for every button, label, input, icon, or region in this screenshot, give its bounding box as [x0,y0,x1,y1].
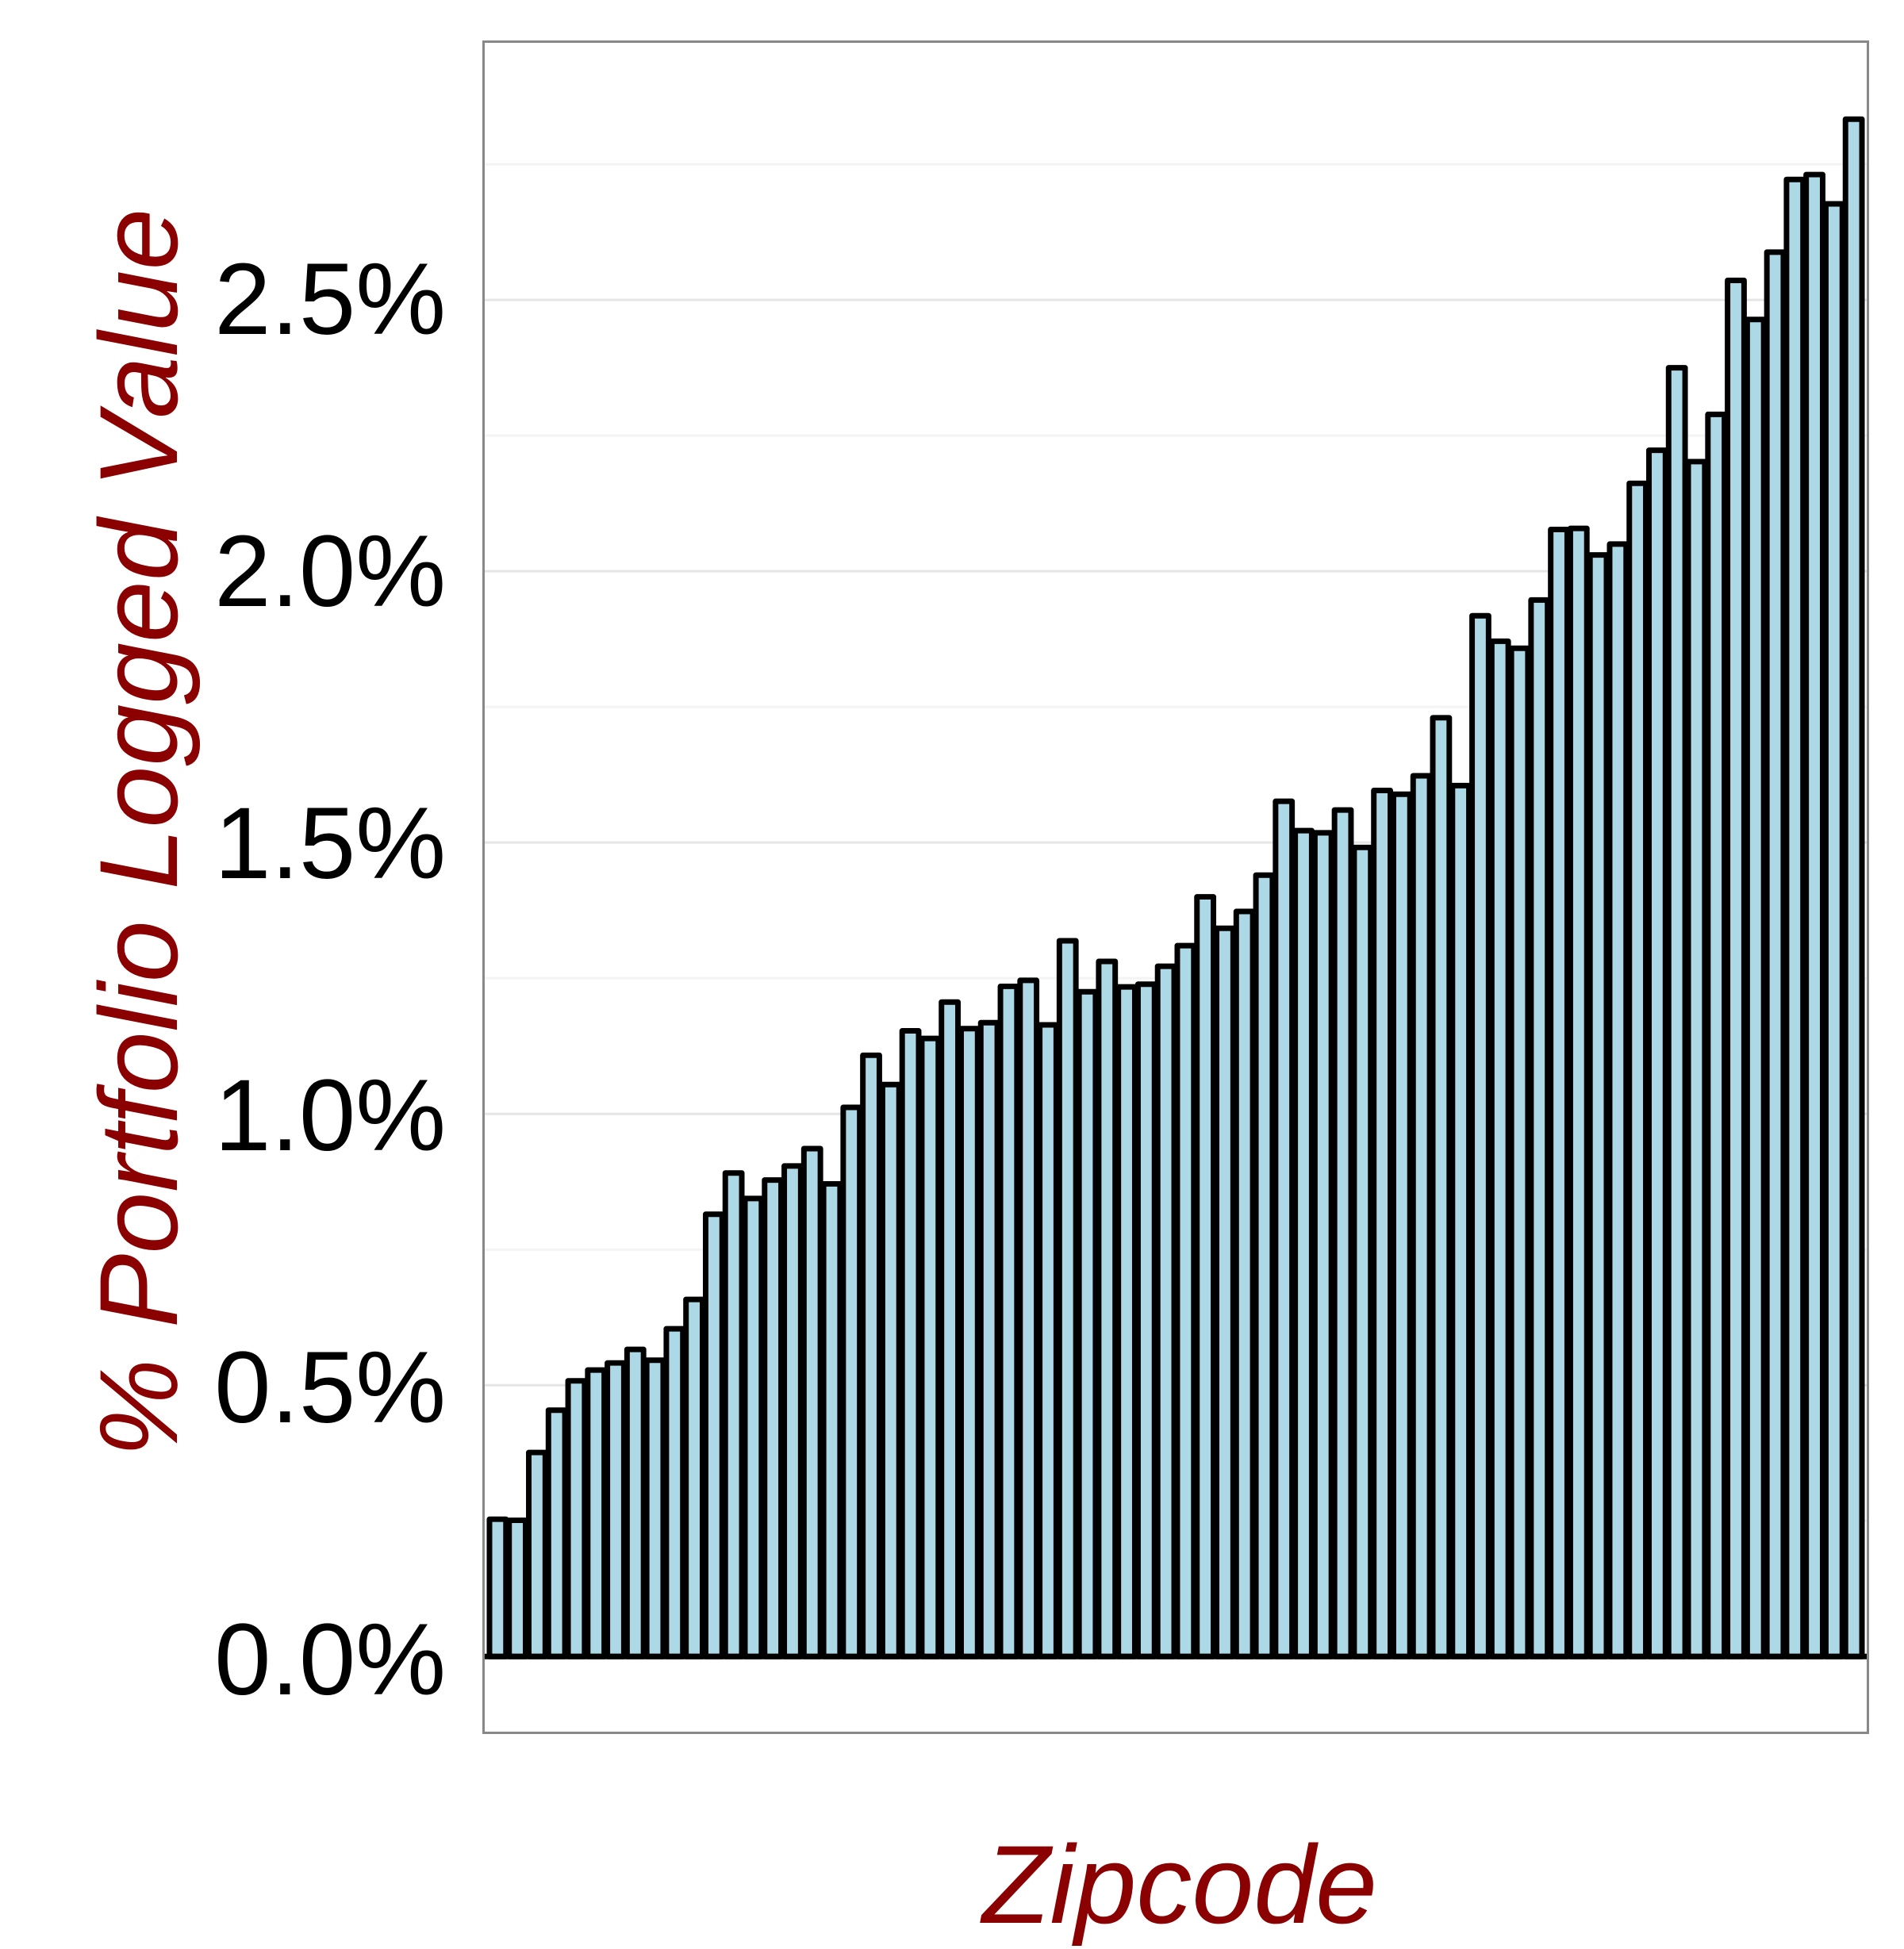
bar [1410,773,1433,1659]
bar [1331,807,1354,1659]
bar [486,1516,509,1659]
bar [1311,830,1334,1659]
y-axis-label: % Portfolio Logged Value [76,208,201,1458]
x-axis-label: Zipcode [981,1822,1378,1947]
bar [1528,597,1551,1659]
bar [1056,938,1079,1659]
bar [820,1180,843,1659]
bar [1115,984,1138,1659]
y-tick-label: 2.5% [214,243,446,356]
bar [663,1326,686,1659]
bar [1233,908,1256,1659]
bar [624,1346,647,1659]
bar [958,1026,981,1659]
bar [683,1296,705,1659]
bar [1567,525,1590,1659]
y-tick-label: 0.5% [214,1331,446,1444]
bar [526,1449,548,1659]
bar [1076,988,1099,1659]
bar [702,1211,725,1659]
bar [1822,201,1845,1659]
bar [879,1081,902,1659]
bar [1134,981,1157,1659]
bar [977,1019,1000,1659]
bar [1154,963,1177,1659]
bar [1371,787,1393,1659]
bar [1273,798,1296,1659]
bar [939,999,962,1659]
bar [1449,782,1472,1659]
bar [840,1104,863,1659]
bar [585,1367,608,1659]
bar [643,1357,666,1659]
bar [1390,791,1413,1659]
bar [1214,925,1236,1659]
bar [1488,638,1511,1659]
bar [545,1407,568,1659]
bar [1626,480,1649,1659]
bar [1783,176,1806,1659]
plot-area [482,40,1869,1734]
bar [1351,844,1374,1659]
bar [1292,827,1315,1659]
bar [506,1517,529,1659]
bar [899,1028,922,1659]
bar [781,1163,804,1659]
bar [1508,645,1531,1659]
bar [1096,958,1119,1659]
bar [1764,249,1787,1659]
bar [1665,365,1688,1659]
y-tick-label: 1.0% [214,1059,446,1172]
bar [1725,277,1747,1659]
bar [1705,411,1728,1659]
bar [1253,872,1276,1659]
y-tick-label: 0.0% [214,1603,446,1717]
bar [1548,526,1570,1659]
bar [1606,541,1630,1659]
bar [565,1378,588,1659]
bar [722,1170,745,1659]
bar [1430,715,1453,1659]
bar [605,1360,627,1659]
bar [919,1035,942,1659]
y-tick-label: 1.5% [214,787,446,900]
bar [997,983,1020,1659]
bar [1803,171,1825,1659]
bar [1037,1022,1059,1659]
bar [742,1195,765,1659]
bar [1842,116,1865,1659]
bar [1646,447,1668,1659]
bar [1194,894,1217,1659]
bar [1469,612,1491,1659]
bar [1017,977,1040,1659]
bar [1174,942,1197,1659]
bar [1685,458,1708,1659]
bar [860,1052,882,1659]
plot-svg [485,116,1867,1659]
bar [1587,552,1610,1659]
y-tick-label: 2.0% [214,515,446,628]
bar [1744,317,1767,1659]
bar [762,1177,785,1659]
bar [800,1145,823,1659]
